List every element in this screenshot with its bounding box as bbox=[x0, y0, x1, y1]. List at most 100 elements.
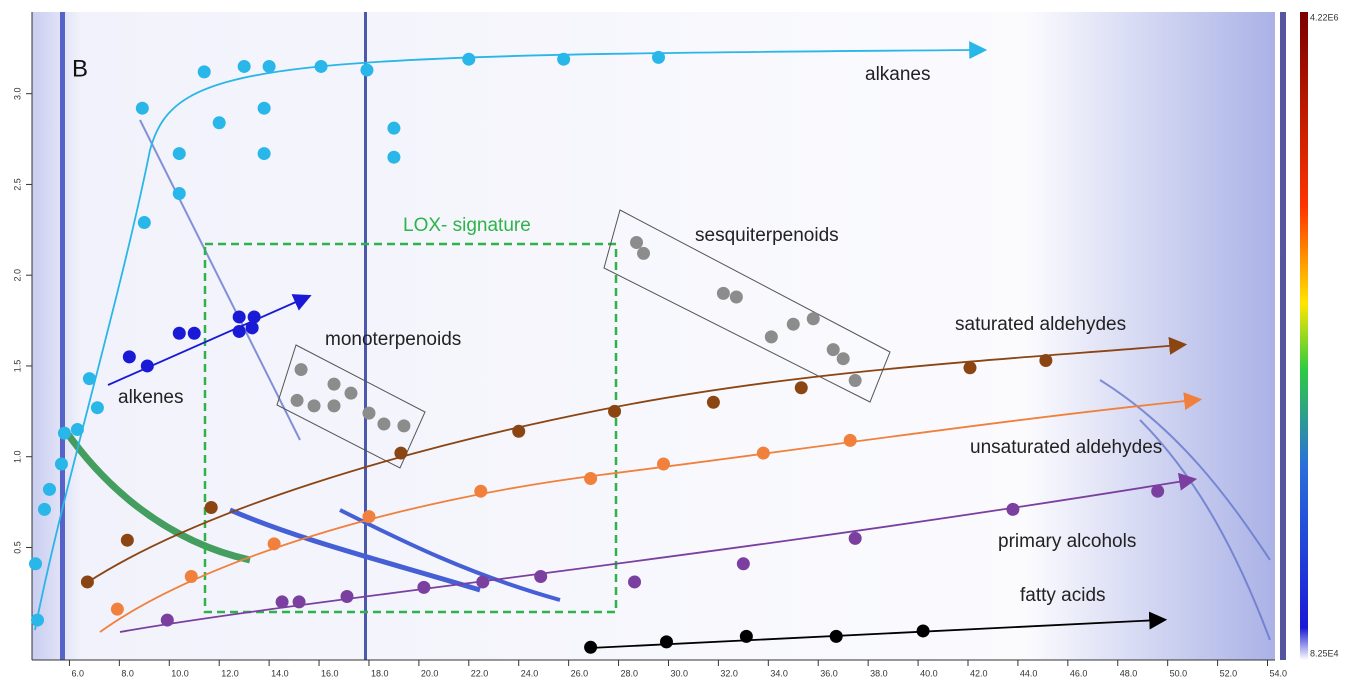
y-tick-label: 2.0 bbox=[12, 269, 22, 282]
data-point bbox=[630, 236, 643, 249]
data-point bbox=[827, 343, 840, 356]
data-point bbox=[474, 485, 487, 498]
data-point bbox=[291, 394, 304, 407]
data-point bbox=[849, 532, 862, 545]
data-point bbox=[387, 151, 400, 164]
data-point bbox=[394, 447, 407, 460]
series-label: sesquiterpenoids bbox=[695, 225, 839, 246]
x-tick-label: 28.0 bbox=[621, 668, 639, 678]
data-point bbox=[276, 595, 289, 608]
data-point bbox=[58, 427, 71, 440]
data-point bbox=[258, 147, 271, 160]
data-point bbox=[173, 187, 186, 200]
data-point bbox=[328, 399, 341, 412]
data-point bbox=[730, 290, 743, 303]
data-point bbox=[233, 325, 246, 338]
x-tick-label: 36.0 bbox=[820, 668, 838, 678]
x-tick-label: 40.0 bbox=[920, 668, 938, 678]
x-tick-label: 22.0 bbox=[471, 668, 489, 678]
data-point bbox=[136, 102, 149, 115]
x-tick-label: 44.0 bbox=[1020, 668, 1038, 678]
data-point bbox=[238, 60, 251, 73]
data-point bbox=[138, 216, 151, 229]
colorbar-label: 4.22E6 bbox=[1310, 12, 1339, 22]
series-label: unsaturated aldehydes bbox=[970, 437, 1162, 458]
data-point bbox=[198, 65, 211, 78]
x-tick-label: 20.0 bbox=[421, 668, 439, 678]
data-point bbox=[38, 503, 51, 516]
x-tick-label: 26.0 bbox=[571, 668, 589, 678]
series-label: saturated aldehydes bbox=[955, 314, 1126, 335]
data-point bbox=[308, 399, 321, 412]
data-point bbox=[963, 361, 976, 374]
data-point bbox=[43, 483, 56, 496]
data-point bbox=[757, 447, 770, 460]
data-point bbox=[584, 472, 597, 485]
colorbar-label: 8.25E4 bbox=[1310, 648, 1339, 658]
data-point bbox=[173, 327, 186, 340]
x-tick-label: 48.0 bbox=[1120, 668, 1138, 678]
data-point bbox=[328, 378, 341, 391]
colorbar bbox=[1300, 12, 1308, 660]
series-label: alkanes bbox=[865, 64, 931, 85]
x-tick-label: 16.0 bbox=[321, 668, 339, 678]
data-point bbox=[83, 372, 96, 385]
data-point bbox=[717, 287, 730, 300]
data-point bbox=[377, 418, 390, 431]
series-label: monoterpenoids bbox=[325, 329, 461, 350]
data-point bbox=[837, 352, 850, 365]
page: {"chart_data": { "type": "scatter", "pan… bbox=[0, 0, 1346, 683]
data-point bbox=[707, 396, 720, 409]
data-point bbox=[173, 147, 186, 160]
data-point bbox=[233, 310, 246, 323]
x-tick-label: 8.0 bbox=[121, 668, 134, 678]
x-tick-label: 32.0 bbox=[720, 668, 738, 678]
data-point bbox=[387, 122, 400, 135]
data-point bbox=[417, 581, 430, 594]
x-tick-label: 14.0 bbox=[271, 668, 289, 678]
data-point bbox=[807, 312, 820, 325]
data-point bbox=[740, 630, 753, 643]
data-point bbox=[91, 401, 104, 414]
data-point bbox=[795, 381, 808, 394]
x-tick-label: 52.0 bbox=[1220, 668, 1238, 678]
data-point bbox=[557, 53, 570, 66]
x-tick-label: 54.0 bbox=[1270, 668, 1288, 678]
data-point bbox=[111, 603, 124, 616]
data-point bbox=[340, 590, 353, 603]
data-point bbox=[584, 641, 597, 654]
y-tick-label: 2.5 bbox=[12, 178, 22, 191]
data-point bbox=[123, 350, 136, 363]
y-tick-label: 1.0 bbox=[12, 450, 22, 463]
data-point bbox=[263, 60, 276, 73]
data-point bbox=[660, 635, 673, 648]
data-point bbox=[315, 60, 328, 73]
data-point bbox=[344, 387, 357, 400]
data-point bbox=[657, 457, 670, 470]
series-label: alkenes bbox=[118, 387, 184, 408]
chart: B LOX- signature alkanes alkenes monoter… bbox=[0, 0, 1346, 683]
data-point bbox=[534, 570, 547, 583]
data-point bbox=[787, 318, 800, 331]
x-tick-label: 50.0 bbox=[1170, 668, 1188, 678]
data-point bbox=[362, 407, 375, 420]
data-point bbox=[628, 575, 641, 588]
data-point bbox=[917, 624, 930, 637]
data-point bbox=[71, 423, 84, 436]
data-point bbox=[213, 116, 226, 129]
x-tick-label: 46.0 bbox=[1070, 668, 1088, 678]
x-tick-label: 12.0 bbox=[221, 668, 239, 678]
x-tick-label: 24.0 bbox=[521, 668, 539, 678]
data-point bbox=[608, 405, 621, 418]
data-point bbox=[268, 537, 281, 550]
data-point bbox=[844, 434, 857, 447]
data-point bbox=[31, 614, 44, 627]
data-point bbox=[1039, 354, 1052, 367]
data-point bbox=[248, 310, 261, 323]
data-point bbox=[476, 575, 489, 588]
x-tick-label: 34.0 bbox=[770, 668, 788, 678]
y-tick-label: 1.5 bbox=[12, 360, 22, 373]
data-point bbox=[246, 321, 259, 334]
data-point bbox=[29, 557, 42, 570]
data-point bbox=[1151, 485, 1164, 498]
